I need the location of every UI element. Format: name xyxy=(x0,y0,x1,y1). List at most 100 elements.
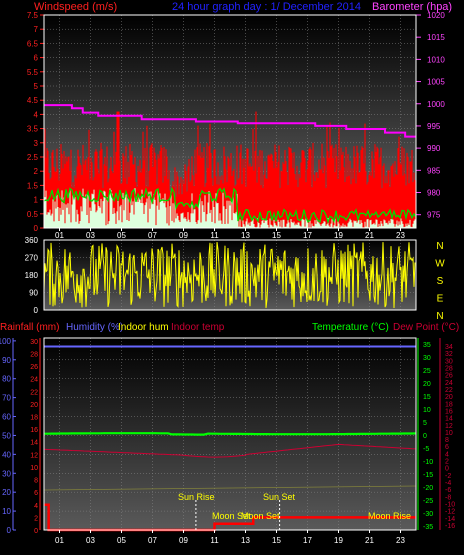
sun-set-label: Sun Set xyxy=(263,492,296,502)
rainfall-line xyxy=(44,503,416,532)
barometer-tick-label: 975 xyxy=(427,211,441,220)
temperature-tick-label: 35 xyxy=(423,342,431,349)
barometer-tick-label: 990 xyxy=(427,144,441,153)
temperature-tick-label: 0 xyxy=(423,433,427,440)
windspeed-tick-labels: 0 0.5 1 1.5 2 2.5 3 3.5 4 4.5 5 5.5 6 6.5 7 7.5 xyxy=(27,11,44,233)
dew-tick-label: 30 xyxy=(445,358,453,365)
hour-tick-label: 17 xyxy=(303,536,312,545)
humidity-tick-label: 20 xyxy=(2,488,11,497)
temperature-tick-label: 10 xyxy=(423,407,431,414)
compass-letter: E xyxy=(437,294,444,305)
graph-title: 24 hour graph day : 1/ December 2014 xyxy=(172,1,361,13)
rainfall-tick-label: 4 xyxy=(34,503,38,510)
direction-tick-label: 360 xyxy=(25,236,39,245)
hour-tick-label: 13 xyxy=(241,231,250,240)
dew-tick-label: 32 xyxy=(445,351,453,358)
rainfall-tick-label: 8 xyxy=(34,478,38,485)
rainfall-tick-label: 16 xyxy=(30,427,38,434)
humidity-tick-label: 60 xyxy=(2,413,11,422)
dew-tick-label: 18 xyxy=(445,401,453,408)
humidity-tick-label: 0 xyxy=(7,526,12,535)
direction-tick-label: 90 xyxy=(29,289,38,298)
moon-rise-label: Moon Rise xyxy=(368,511,411,521)
barometer-tick-label: 1020 xyxy=(427,11,445,20)
dew-tick-label: -8 xyxy=(445,494,451,501)
rainfall-tick-label: 22 xyxy=(30,389,38,396)
hour-tick-label: 01 xyxy=(55,536,64,545)
temperature-tick-label: -25 xyxy=(423,498,433,505)
windspeed-tick-label: 0.5 xyxy=(27,210,39,219)
dew-tick-label: 20 xyxy=(445,394,453,401)
windspeed-tick-label: 5.5 xyxy=(27,68,39,77)
humidity-tick-label: 30 xyxy=(2,469,11,478)
dew-tick-label: 6 xyxy=(445,444,449,451)
dew-tick-label: 2 xyxy=(445,459,449,466)
direction-panel-frame xyxy=(43,239,417,311)
sun-moon-annotations xyxy=(195,500,281,530)
rainfall-tick-label: 10 xyxy=(30,465,38,472)
hour-tick-label: 03 xyxy=(86,231,95,240)
windspeed-tick-label: 6.5 xyxy=(27,39,39,48)
dew-tick-label: 28 xyxy=(445,365,453,372)
hour-tick-label: 21 xyxy=(365,536,374,545)
windspeed-tick-label: 1 xyxy=(34,196,39,205)
windspeed-tick-label: 6 xyxy=(34,54,39,63)
direction-tick-label: 180 xyxy=(25,271,39,280)
hour-tick-label: 19 xyxy=(334,231,343,240)
temperature-line xyxy=(44,432,417,436)
temperature-tick-label: 5 xyxy=(423,420,427,427)
dew-tick-label: 4 xyxy=(445,451,449,458)
windspeed-tick-label: 3.5 xyxy=(27,125,39,134)
dew-tick-label: -10 xyxy=(445,502,455,509)
barometer-series xyxy=(44,104,416,138)
humidity-axis-title: Humidity (%) xyxy=(66,322,123,333)
dew-tick-label: -16 xyxy=(445,523,455,530)
dew-tick-label: -14 xyxy=(445,516,455,523)
windspeed-tick-label: 0 xyxy=(34,224,39,233)
dew-tick-label: 0 xyxy=(445,466,449,473)
dew-tick-label: 16 xyxy=(445,408,453,415)
hour-tick-label: 01 xyxy=(55,231,64,240)
hour-tick-label: 09 xyxy=(179,231,188,240)
rainfall-tick-label: 0 xyxy=(34,528,38,535)
humidity-tick-label: 40 xyxy=(2,450,11,459)
rainfall-tick-label: 24 xyxy=(30,377,38,384)
indoor-hum-line xyxy=(43,485,417,491)
windspeed-tick-label: 2.5 xyxy=(27,153,39,162)
humidity-tick-label: 80 xyxy=(2,375,11,384)
hour-tick-label: 07 xyxy=(148,231,157,240)
barometer-tick-label: 995 xyxy=(427,122,441,131)
humidity-tick-label: 70 xyxy=(2,394,11,403)
rainfall-tick-label: 14 xyxy=(30,440,38,447)
hour-tick-label: 19 xyxy=(334,536,343,545)
barometer-tick-label: 1005 xyxy=(427,78,445,87)
windspeed-tick-label: 7 xyxy=(34,25,39,34)
humidity-tick-label: 10 xyxy=(2,507,11,516)
windspeed-axis-title: Windspeed (m/s) xyxy=(34,1,117,13)
windspeed-tick-label: 4 xyxy=(34,110,39,119)
wind-green-line xyxy=(43,186,417,224)
windspeed-tick-label: 1.5 xyxy=(27,181,39,190)
barometer-tick-label: 980 xyxy=(427,189,441,198)
humidity-tick-label: 50 xyxy=(2,431,11,440)
wind-green-line-series xyxy=(43,186,417,224)
dew-point-line xyxy=(43,443,417,458)
temperature-tick-label: -10 xyxy=(423,459,433,466)
indoor-temp-label: Indoor temp xyxy=(171,322,225,333)
dew-tick-label: 26 xyxy=(445,373,453,380)
hour-tick-labels-bottom: 01 03 05 07 09 11 13 15 17 19 21 23 xyxy=(55,530,405,545)
humidity-tick-label: 100 xyxy=(0,337,12,346)
hour-tick-label: 05 xyxy=(117,231,126,240)
hour-tick-labels-top: 01 03 05 07 09 11 13 15 17 19 21 23 xyxy=(55,228,405,240)
temperature-tick-label: -30 xyxy=(423,511,433,518)
barometer-tick-label: 1010 xyxy=(427,55,445,64)
temperature-axis-title: Temperature (°C) xyxy=(312,322,389,333)
hour-tick-label: 23 xyxy=(396,536,405,545)
windspeed-tick-label: 3 xyxy=(34,139,39,148)
dew-tick-label: -6 xyxy=(445,487,451,494)
dew-point-axis-title: Dew Point (°C) xyxy=(393,322,459,333)
temperature-panel-axes: 1009080706050403020100302826242220181614… xyxy=(0,337,455,535)
moon-set-label-2: Moon Set xyxy=(241,511,280,521)
